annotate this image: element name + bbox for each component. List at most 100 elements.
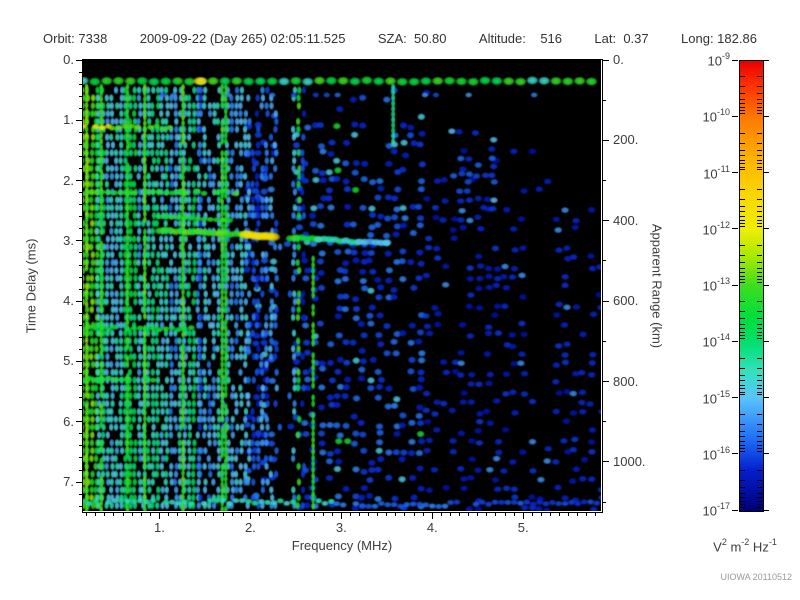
header-field: Long: 182.86 [681, 31, 757, 46]
cbar-minor-tick [740, 275, 745, 277]
y-minor-tick [79, 107, 83, 109]
cbar-minor-tick [740, 142, 745, 144]
y-minor-tick [79, 324, 83, 326]
cbar-minor-tick [757, 318, 762, 320]
cbar-minor-tick [740, 222, 745, 224]
cbar-minor-tick [740, 311, 745, 313]
cbar-minor-tick [740, 492, 745, 494]
cbar-major-tick [763, 59, 769, 61]
y-minor-tick [79, 228, 83, 230]
range-tick-label: 600. [613, 293, 639, 309]
cbar-minor-tick [740, 76, 745, 78]
cbar-minor-tick [740, 169, 745, 171]
cbar-minor-tick [757, 219, 762, 221]
y-minor-tick [79, 493, 83, 495]
cbar-minor-tick [757, 215, 762, 217]
range-major-tick [602, 381, 609, 383]
x-minor-tick [268, 512, 270, 516]
y-tick-label: 3. [63, 232, 74, 248]
x-minor-tick [577, 512, 579, 516]
cbar-minor-tick [757, 506, 762, 508]
x-tick-label: 3. [335, 520, 347, 535]
cbar-major-tick [763, 453, 769, 455]
cbar-minor-tick [740, 267, 745, 269]
cbar-minor-tick [757, 447, 762, 449]
y-minor-tick [79, 385, 83, 387]
cbar-minor-tick [740, 391, 745, 393]
x-minor-tick [422, 512, 424, 516]
cbar-major-tick [763, 340, 769, 342]
cbar-minor-tick [757, 357, 762, 359]
range-tick-label: 800. [613, 373, 639, 389]
cbar-tick-label: 10-12 [702, 219, 730, 238]
x-minor-tick [531, 512, 533, 516]
cbar-minor-tick [757, 388, 762, 390]
x-minor-tick [359, 512, 360, 516]
cbar-label-leader [732, 340, 738, 342]
cbar-minor-tick [757, 149, 762, 151]
x-minor-tick [104, 512, 106, 516]
x-minor-tick [486, 512, 488, 516]
cbar-minor-tick [757, 497, 762, 499]
cbar-minor-tick [757, 450, 762, 452]
header-status-line: Orbit: 7338 2009-09-22 (Day 265) 02:05:11… [43, 31, 757, 46]
cbar-minor-tick [740, 380, 745, 382]
cbar-minor-tick [740, 262, 745, 264]
y-minor-tick [79, 373, 83, 375]
cbar-label-leader [732, 397, 738, 398]
y-major-tick [76, 240, 83, 242]
cbar-minor-tick [757, 500, 762, 502]
cbar-tick-label: 10-15 [702, 388, 730, 406]
cbar-minor-tick [740, 487, 745, 489]
x-major-tick [340, 512, 342, 519]
cbar-tick-label: 10-10 [702, 107, 730, 125]
cbar-minor-tick [757, 166, 762, 168]
cbar-minor-tick [757, 103, 762, 105]
cbar-minor-tick [757, 279, 762, 281]
cbar-minor-tick [757, 272, 762, 274]
cbar-minor-tick [740, 423, 745, 425]
cbar-minor-tick [757, 430, 762, 432]
y-minor-tick [79, 131, 83, 133]
header-field: Altitude: 516 [478, 31, 563, 46]
cbar-minor-tick [757, 323, 762, 325]
cbar-minor-tick [740, 384, 745, 386]
range-tick-label: 200. [613, 132, 639, 148]
header-field: 2009-09-22 (Day 265) 02:05:11.525 [139, 31, 346, 46]
x-minor-tick [395, 512, 397, 516]
y-minor-tick [79, 95, 83, 97]
cbar-minor-tick [740, 159, 745, 161]
x-minor-tick [495, 512, 497, 516]
cbar-label-leader [732, 284, 738, 286]
x-minor-tick [140, 512, 142, 516]
cbar-minor-tick [740, 211, 745, 213]
y-major-tick [76, 180, 83, 182]
cbar-minor-tick [757, 198, 762, 200]
x-minor-tick [295, 512, 297, 516]
cbar-minor-tick [740, 430, 745, 432]
cbar-minor-tick [740, 255, 745, 257]
cbar-minor-tick [757, 267, 762, 269]
x-minor-tick [304, 512, 306, 516]
x-minor-tick [258, 512, 260, 516]
cbar-minor-tick [740, 301, 745, 303]
cbar-minor-tick [740, 328, 745, 330]
cbar-minor-tick [740, 480, 745, 482]
cbar-minor-tick [757, 384, 762, 386]
y-axis-title: Time Delay (ms) [23, 238, 39, 334]
x-minor-tick [231, 512, 233, 516]
range-minor-tick [602, 260, 606, 262]
range-major-tick [602, 139, 609, 141]
y-minor-tick [79, 312, 83, 314]
x-minor-tick [86, 512, 88, 516]
y-minor-tick [79, 143, 83, 145]
x-minor-tick [149, 512, 151, 516]
cbar-minor-tick [757, 205, 762, 207]
cbar-minor-tick [757, 222, 762, 224]
cbar-minor-tick [740, 215, 745, 217]
y-minor-tick [79, 276, 83, 278]
x-tick-label: 1. [153, 520, 165, 535]
cbar-minor-tick [757, 332, 762, 334]
cbar-label-leader [732, 115, 738, 117]
